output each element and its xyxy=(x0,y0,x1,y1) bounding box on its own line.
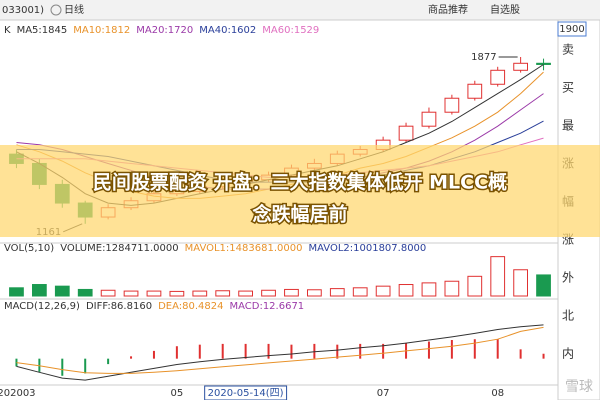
side-label: 北 xyxy=(562,309,574,323)
volume-bar xyxy=(54,285,70,297)
banner-line[interactable]: 念跌幅居前 xyxy=(250,201,349,227)
x-tick-label: 08 xyxy=(491,388,504,399)
volume-bar xyxy=(444,280,460,297)
volume-bar xyxy=(421,282,437,297)
period-icon xyxy=(50,4,62,16)
candle-body xyxy=(513,62,528,71)
legend-entry: MACD(12,26,9) xyxy=(4,301,80,312)
banner-line[interactable]: 民间股票配资 开盘：三大指数集体低开 MLCC概 xyxy=(91,169,508,195)
volume-bar xyxy=(352,287,368,297)
volume-bar xyxy=(123,290,139,297)
top-bar xyxy=(0,0,600,20)
ma-line xyxy=(16,326,544,374)
volume-bar xyxy=(77,288,93,297)
high-annotation: 1877 xyxy=(471,52,496,63)
volume-bar xyxy=(261,289,276,297)
volume-bar xyxy=(375,285,391,297)
legend-entry: MA60:1529 xyxy=(262,25,319,36)
price-box xyxy=(557,21,587,37)
legend-entry: DIFF:86.8160 xyxy=(86,301,152,312)
side-label: 内 xyxy=(562,347,574,361)
candle-body xyxy=(398,125,414,141)
top-link[interactable]: 商品推荐 xyxy=(428,3,468,16)
side-label: 最 xyxy=(562,119,574,133)
legend-entry: DEA:80.4824 xyxy=(158,301,223,312)
candle-body xyxy=(421,111,437,127)
legend-entry: MAVOL1:1483681.0000 xyxy=(185,243,303,254)
side-label: 买 xyxy=(562,81,574,95)
volume-bar xyxy=(513,269,528,297)
legend-entry: VOLUME:1284711.0000 xyxy=(60,243,178,254)
volume-bar xyxy=(307,289,322,297)
volume-bar xyxy=(467,275,483,297)
volume-bar xyxy=(398,284,414,297)
legend-entry: MA5:1845 xyxy=(17,25,68,36)
volume-bar xyxy=(238,290,253,297)
volume-bar xyxy=(146,290,162,297)
legend-entry: MA10:1812 xyxy=(73,25,130,36)
x-tick-label: 05 xyxy=(171,388,184,399)
watermark: 雪球 xyxy=(565,379,593,395)
legend-entry: VOL(5,10) xyxy=(4,243,54,254)
volume-bar xyxy=(169,290,185,297)
volume-bar xyxy=(329,288,345,297)
volume-bar xyxy=(192,290,208,297)
candle-body xyxy=(467,83,483,99)
volume-bar xyxy=(490,256,506,297)
x-tick-label: 07 xyxy=(377,388,390,399)
candle-body xyxy=(444,97,460,113)
x-tick-label: 202003 xyxy=(0,388,36,399)
volume-bar xyxy=(284,288,299,297)
side-label: 外 xyxy=(562,271,574,285)
legend-entry: K xyxy=(4,25,11,36)
candle-body xyxy=(536,62,551,65)
price-box-label: 1900 xyxy=(559,24,584,35)
volume-bar xyxy=(9,287,24,297)
legend-entry: MACD:12.6671 xyxy=(229,301,304,312)
legend-entry: MA40:1602 xyxy=(199,25,256,36)
volume-bar xyxy=(215,290,231,297)
news-banner xyxy=(0,145,600,237)
side-label: 卖 xyxy=(562,43,574,57)
legend-entry: MA20:1720 xyxy=(136,25,193,36)
candle-body xyxy=(490,69,506,85)
volume-bar xyxy=(32,284,47,297)
ma-line xyxy=(16,324,544,381)
volume-bar xyxy=(536,274,551,297)
legend-entry: MAVOL2:1001807.8000 xyxy=(308,243,426,254)
stock-code: 033001) xyxy=(2,5,44,16)
top-link[interactable]: 自选股 xyxy=(490,3,520,16)
period[interactable]: 日线 xyxy=(64,3,84,16)
x-tick-label: 2020-05-14(四) xyxy=(208,388,284,399)
volume-bar xyxy=(100,289,116,297)
